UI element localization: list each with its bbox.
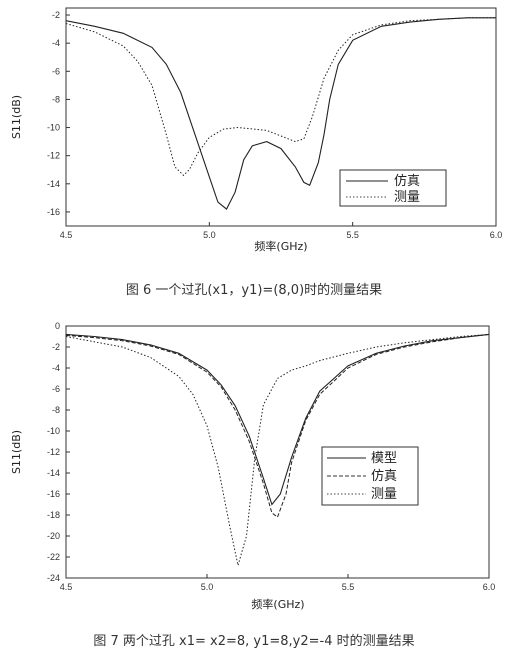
x-tick-label: 4.5 <box>60 230 73 240</box>
series-line-dotted <box>65 333 490 566</box>
y-tick-label: -16 <box>47 207 60 217</box>
y-tick-label: -4 <box>52 38 60 48</box>
y-axis-label: S11(dB) <box>10 430 23 474</box>
x-axis-label: 频率(GHz) <box>254 239 307 253</box>
y-tick-label: -16 <box>47 489 60 499</box>
y-axis-label: S11(dB) <box>10 95 23 139</box>
x-tick-label: 5.0 <box>203 230 216 240</box>
x-tick-label: 5.5 <box>342 582 355 592</box>
chart-fig6: -2 -4 -6 -8 -10 -12 -14 -16 4.5 5.0 5.5 6.0 S11(dB… <box>10 7 503 253</box>
legend-label-sim: 仿真 <box>394 174 420 189</box>
y-tick-label: -20 <box>47 531 60 541</box>
y-tick-label: 0 <box>55 321 60 331</box>
x-axis-label: 频率(GHz) <box>251 597 304 611</box>
plot-frame <box>65 7 497 227</box>
x-tick-label: 6.0 <box>483 582 496 592</box>
x-tick-label: 5.0 <box>201 582 214 592</box>
legend-label-meas: 测量 <box>394 190 420 205</box>
y-tick-label: -22 <box>47 552 60 562</box>
y-tick-label: -2 <box>52 10 60 20</box>
y-tick-label: -12 <box>47 151 60 161</box>
legend-box <box>321 446 419 506</box>
y-tick-label: -24 <box>47 573 60 583</box>
legend: 仿真 测量 <box>339 169 447 207</box>
y-tick-label: -10 <box>47 426 60 436</box>
series-line-dashed <box>65 333 490 518</box>
caption-fig7: 图 7 两个过孔 x1= x2=8, y1=8,y2=-4 时的测量结果 <box>93 634 415 649</box>
series-line-dotted <box>65 17 496 177</box>
y-tick-label: -14 <box>47 468 60 478</box>
x-tick-label: 5.5 <box>346 230 359 240</box>
y-tick-label: -4 <box>52 363 60 373</box>
y-tick-label: -8 <box>52 405 60 415</box>
series-line-solid <box>65 17 496 210</box>
x-tick-label: 6.0 <box>490 230 503 240</box>
y-tick-label: -6 <box>52 384 60 394</box>
y-tick-label: -12 <box>47 447 60 457</box>
legend-label-meas: 测量 <box>371 487 397 502</box>
legend: 模型 仿真 测量 <box>321 446 419 506</box>
caption-fig6: 图 6 一个过孔(x1，y1)=(8,0)时的测量结果 <box>125 283 383 298</box>
y-tick-label: -10 <box>47 123 60 133</box>
x-tick-label: 4.5 <box>60 582 73 592</box>
plot-frame <box>65 325 490 579</box>
series-line-solid <box>65 333 490 506</box>
y-tick-label: -8 <box>52 94 60 104</box>
legend-box <box>339 169 447 207</box>
y-tick-label: -14 <box>47 179 60 189</box>
legend-label-sim: 仿真 <box>371 469 397 484</box>
y-tick-label: -6 <box>52 66 60 76</box>
y-tick-label: -18 <box>47 510 60 520</box>
chart-fig7: 0 -2 -4 -6 -8 -10 -12 -14 -16 -18 -20 -22 -24 4.5 5.0… <box>10 321 496 611</box>
y-tick-label: -2 <box>52 342 60 352</box>
legend-label-model: 模型 <box>371 451 397 466</box>
